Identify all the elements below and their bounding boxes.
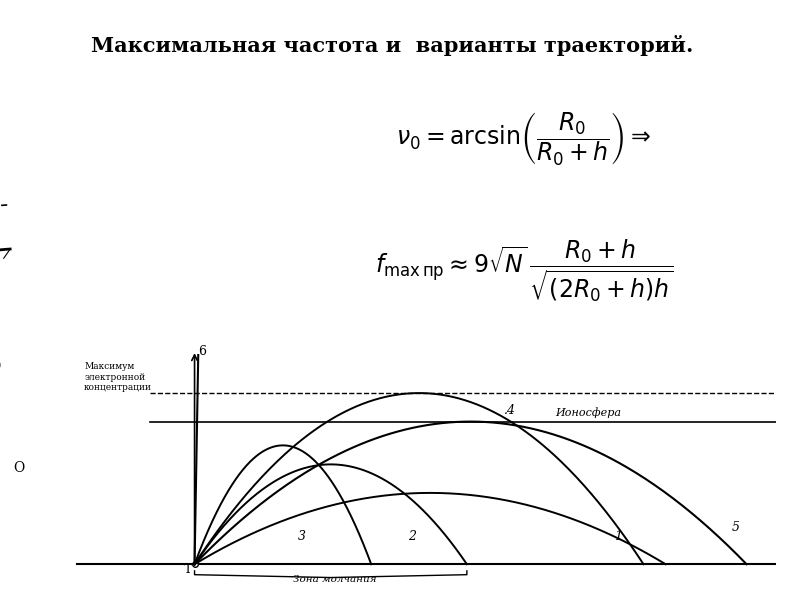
Text: 5: 5 <box>732 521 740 534</box>
Text: 6: 6 <box>198 345 206 358</box>
Text: O: O <box>13 461 24 475</box>
Text: .4: .4 <box>504 404 516 418</box>
Text: Ионосфера: Ионосфера <box>555 407 622 418</box>
Text: Максимальная частота и  варианты траекторий.: Максимальная частота и варианты траектор… <box>91 34 693 55</box>
Text: $f_{\mathrm{max\,пр}} \approx 9\sqrt{N}\,\dfrac{R_0 + h}{\sqrt{(2R_0 + h)h}}$: $f_{\mathrm{max\,пр}} \approx 9\sqrt{N}\… <box>374 238 674 304</box>
Text: 2: 2 <box>408 530 416 544</box>
Text: 1: 1 <box>614 530 622 544</box>
Text: 3: 3 <box>298 530 306 544</box>
Text: Зона молчания: Зона молчания <box>293 575 376 584</box>
Text: $R_0$: $R_0$ <box>0 356 2 372</box>
Text: $\nu_0 = \arcsin\!\left(\dfrac{R_0}{R_0 + h}\right) \Rightarrow$: $\nu_0 = \arcsin\!\left(\dfrac{R_0}{R_0 … <box>396 110 652 167</box>
Text: T: T <box>183 563 192 576</box>
Text: Максимум
электронной
концентрации: Максимум электронной концентрации <box>84 362 152 392</box>
